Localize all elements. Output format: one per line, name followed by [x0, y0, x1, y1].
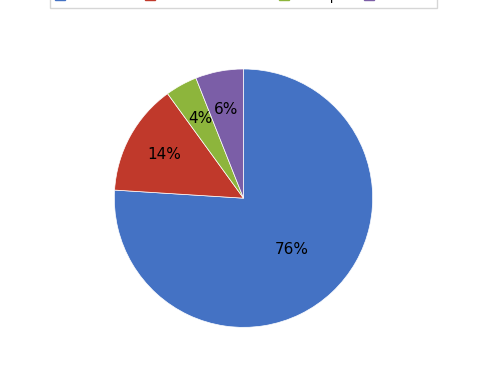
Text: 6%: 6%: [214, 102, 239, 117]
Wedge shape: [114, 94, 244, 198]
Wedge shape: [168, 78, 244, 198]
Text: 14%: 14%: [148, 147, 181, 162]
Legend: carotidien, vértébrobasilaire, multiples, lacunes: carotidien, vértébrobasilaire, multiples…: [50, 0, 437, 8]
Text: 4%: 4%: [188, 112, 212, 127]
Text: 76%: 76%: [275, 243, 309, 258]
Wedge shape: [114, 69, 373, 327]
Wedge shape: [196, 69, 244, 198]
